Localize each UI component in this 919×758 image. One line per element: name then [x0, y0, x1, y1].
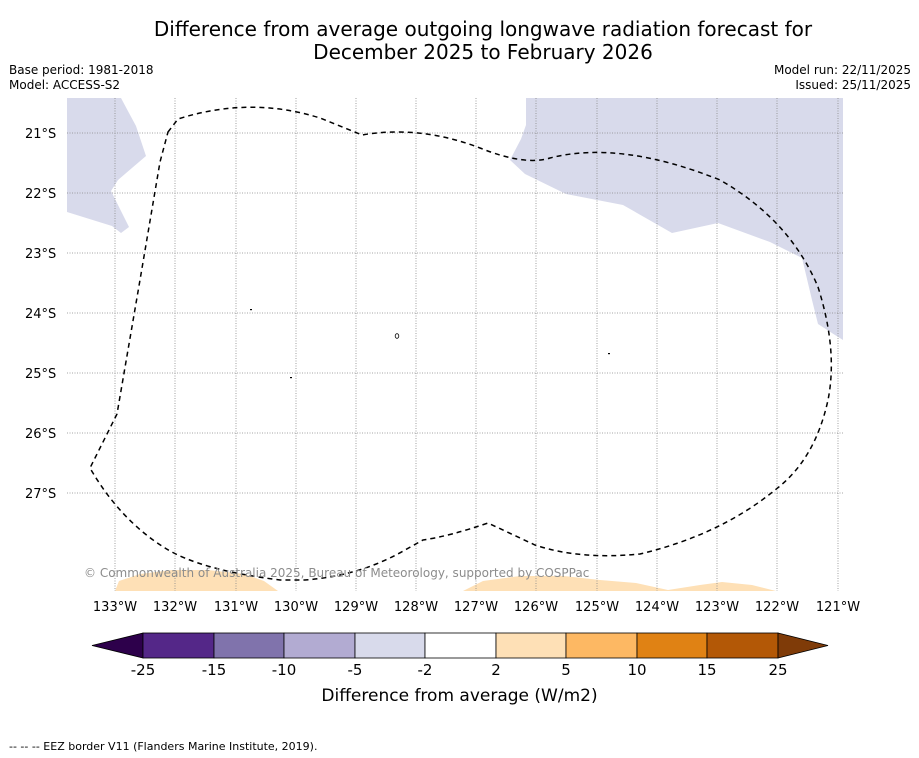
- negative-anomaly-region-east: [510, 98, 843, 340]
- colorbar-segment-upper-extend: [777, 632, 829, 659]
- lon-label-124: 124°W: [635, 600, 679, 615]
- lat-label-21: 21°S: [25, 127, 56, 142]
- cbar-tick-2: -10: [271, 661, 297, 679]
- cbar-tick-7: 10: [627, 661, 647, 679]
- cbar-tick-6: 5: [561, 661, 571, 679]
- title-line-1: Difference from average outgoing longwav…: [153, 17, 813, 41]
- cbar-tick-9: 25: [768, 661, 788, 679]
- islands: [250, 309, 610, 379]
- colorbar-segment-1: [142, 632, 215, 659]
- colorbar-segment-6: [495, 632, 567, 659]
- cbar-tick-5: 2: [491, 661, 501, 679]
- lon-label-128: 128°W: [394, 600, 438, 615]
- map-gridlines: [67, 98, 843, 591]
- lon-label-126: 126°W: [514, 600, 558, 615]
- island-3: [290, 377, 292, 379]
- lon-label-133: 133°W: [93, 600, 137, 615]
- positive-anomaly-region-south: [463, 576, 776, 591]
- colorbar-segment-7: [565, 632, 638, 659]
- island-2: [394, 333, 400, 339]
- cbar-tick-1: -15: [201, 661, 227, 679]
- lon-label-123: 123°W: [695, 600, 739, 615]
- lon-label-127: 127°W: [454, 600, 498, 615]
- colorbar-segment-lower-extend: [91, 632, 144, 659]
- copyright-notice: © Commonwealth of Australia 2025, Bureau…: [84, 566, 589, 580]
- lon-label-129: 129°W: [334, 600, 378, 615]
- base-period: Base period: 1981-2018: [9, 63, 154, 77]
- lat-label-24: 24°S: [25, 307, 56, 322]
- lat-label-22: 22°S: [25, 187, 56, 202]
- lat-label-23: 23°S: [25, 247, 56, 262]
- lon-label-130: 130°W: [274, 600, 318, 615]
- colorbar: [91, 632, 829, 659]
- lat-label-26: 26°S: [25, 427, 56, 442]
- colorbar-segment-2: [213, 632, 285, 659]
- eez-border: [89, 106, 833, 581]
- lon-label-131: 131°W: [214, 600, 258, 615]
- colorbar-segment-3: [283, 632, 356, 659]
- lat-label-27: 27°S: [25, 487, 56, 502]
- map-title: Difference from average outgoing longwav…: [0, 18, 919, 64]
- title-line-2: December 2025 to February 2026: [313, 40, 653, 64]
- issued-date: Issued: 25/11/2025: [795, 78, 911, 92]
- colorbar-label: Difference from average (W/m2): [321, 686, 598, 706]
- lon-label-121: 121°W: [816, 600, 860, 615]
- colorbar-segment-9: [706, 632, 779, 659]
- colorbar-segment-4: [354, 632, 426, 659]
- cbar-tick-3: -5: [347, 661, 363, 679]
- meta-right: Model run: 22/11/2025 Issued: 25/11/2025: [774, 63, 911, 93]
- colorbar-segment-8: [636, 632, 708, 659]
- cbar-tick-0: -25: [130, 661, 156, 679]
- lon-label-132: 132°W: [153, 600, 197, 615]
- cbar-tick-4: -2: [417, 661, 433, 679]
- eez-legend-note: -- -- -- EEZ border V11 (Flanders Marine…: [9, 740, 318, 753]
- longitude-labels: 133°W 132°W 131°W 130°W 129°W 128°W 127°…: [93, 600, 860, 615]
- island-4: [608, 353, 610, 355]
- positive-anomaly-region-southwest: [115, 570, 278, 591]
- model-run: Model run: 22/11/2025: [773, 63, 911, 77]
- anomaly-shading: [67, 98, 843, 591]
- lon-label-122: 122°W: [755, 600, 799, 615]
- model-name: Model: ACCESS-S2: [9, 78, 121, 92]
- lat-label-25: 25°S: [25, 367, 56, 382]
- island-1: [250, 309, 252, 311]
- colorbar-segment-5: [424, 632, 497, 659]
- cbar-tick-8: 15: [697, 661, 717, 679]
- meta-left: Base period: 1981-2018 Model: ACCESS-S2: [9, 63, 154, 93]
- lon-label-125: 125°W: [575, 600, 619, 615]
- latitude-labels: 21°S 22°S 23°S 24°S 25°S 26°S 27°S: [25, 127, 56, 502]
- negative-anomaly-region-west: [67, 98, 146, 233]
